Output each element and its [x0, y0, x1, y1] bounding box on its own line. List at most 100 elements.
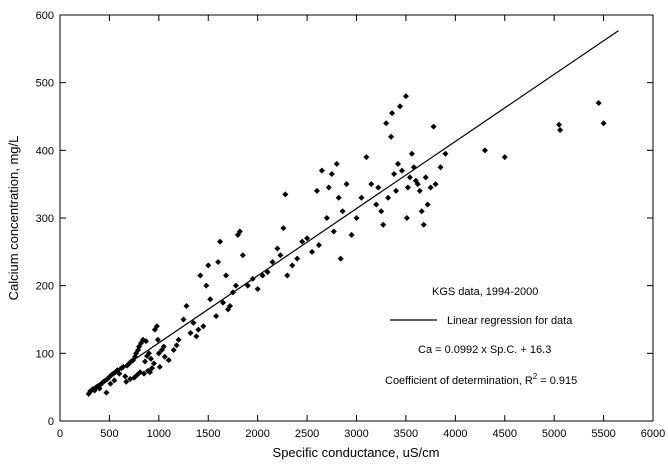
data-point	[557, 127, 564, 134]
data-point	[391, 171, 398, 178]
x-tick-label: 0	[57, 428, 63, 440]
data-point	[373, 201, 380, 208]
data-point	[330, 228, 337, 235]
data-point	[388, 133, 395, 140]
x-tick-label: 2500	[295, 428, 319, 440]
data-point	[396, 103, 403, 110]
regression-equation: Ca = 0.0992 x Sp.C. + 16.3	[418, 344, 551, 356]
r2-prefix: Coefficient of determination, R	[385, 375, 533, 387]
data-point	[335, 194, 342, 201]
data-point	[556, 121, 563, 128]
data-point	[595, 99, 602, 106]
data-point	[207, 296, 214, 303]
data-point	[226, 302, 233, 309]
r2-suffix: = 0.915	[537, 375, 577, 387]
data-point	[380, 221, 387, 228]
data-point	[141, 358, 148, 365]
source-annotation: KGS data, 1994-2000	[432, 286, 538, 298]
data-point	[274, 245, 281, 252]
data-point	[600, 120, 607, 127]
data-point	[348, 231, 355, 238]
data-point	[328, 171, 335, 178]
data-point	[254, 286, 261, 293]
x-tick-label: 4000	[443, 428, 467, 440]
data-point	[96, 385, 103, 392]
data-point	[404, 184, 411, 191]
data-point	[432, 181, 439, 188]
data-point	[236, 228, 243, 235]
data-point	[190, 319, 197, 326]
data-point	[223, 272, 230, 279]
data-point	[203, 282, 210, 289]
data-point	[333, 160, 340, 167]
data-point	[142, 338, 149, 345]
data-point	[148, 365, 155, 372]
data-point	[111, 377, 118, 384]
x-tick-label: 5500	[591, 428, 615, 440]
data-point	[402, 93, 409, 100]
data-point	[170, 346, 177, 353]
y-tick-label: 200	[36, 281, 54, 293]
x-tick-label: 6000	[641, 428, 665, 440]
data-point	[284, 272, 291, 279]
data-point	[153, 323, 160, 330]
data-point	[353, 215, 360, 221]
data-point	[187, 330, 194, 337]
data-point	[200, 323, 207, 330]
y-tick-label: 0	[48, 416, 54, 428]
x-axis: 0 500 1000 1500 2000 2500 3000 3500 4000 4500 5000…	[57, 15, 665, 440]
data-point	[175, 336, 182, 343]
data-point	[123, 378, 130, 385]
data-points	[85, 93, 607, 397]
data-point	[501, 154, 508, 161]
x-tick-label: 1000	[147, 428, 171, 440]
data-point	[299, 238, 306, 245]
data-point	[304, 235, 311, 242]
data-point	[323, 215, 330, 221]
data-point	[414, 181, 421, 188]
data-point	[116, 370, 123, 377]
y-tick-label: 100	[36, 348, 54, 360]
data-point	[183, 302, 190, 309]
x-tick-label: 1500	[196, 428, 220, 440]
data-point	[280, 225, 287, 232]
data-point	[294, 255, 301, 262]
data-point	[368, 181, 375, 188]
data-point	[213, 313, 220, 320]
data-point	[398, 167, 405, 174]
data-point	[155, 350, 162, 357]
data-point	[378, 208, 385, 215]
data-point	[325, 184, 332, 191]
y-axis-title: Calcium concentration, mg/L	[6, 136, 21, 301]
data-point	[156, 363, 163, 370]
data-point	[385, 194, 392, 201]
data-point	[215, 258, 222, 265]
y-tick-label: 600	[36, 10, 54, 22]
data-point	[315, 242, 322, 249]
data-point	[416, 187, 423, 194]
data-point	[107, 380, 114, 387]
data-point	[375, 184, 382, 191]
y-axis: 0 100 200 300 400 500 600	[36, 10, 653, 428]
data-point	[481, 147, 488, 154]
data-point	[289, 262, 296, 269]
r2-superscript: 2	[533, 372, 538, 381]
data-point	[146, 369, 153, 376]
data-point	[339, 208, 346, 215]
data-point	[141, 370, 148, 377]
x-tick-label: 3000	[344, 428, 368, 440]
regression-line	[87, 30, 619, 392]
data-point	[165, 357, 172, 364]
legend-line-label: Linear regression for data	[447, 315, 573, 327]
data-point	[217, 238, 224, 245]
y-tick-label: 400	[36, 145, 54, 157]
y-tick-label: 300	[36, 213, 54, 225]
data-point	[154, 336, 161, 343]
data-point	[430, 123, 437, 130]
data-point	[277, 252, 284, 259]
data-point	[173, 342, 180, 349]
data-point	[282, 191, 289, 198]
data-point	[145, 350, 152, 357]
data-point	[103, 389, 110, 396]
data-point	[313, 187, 320, 194]
